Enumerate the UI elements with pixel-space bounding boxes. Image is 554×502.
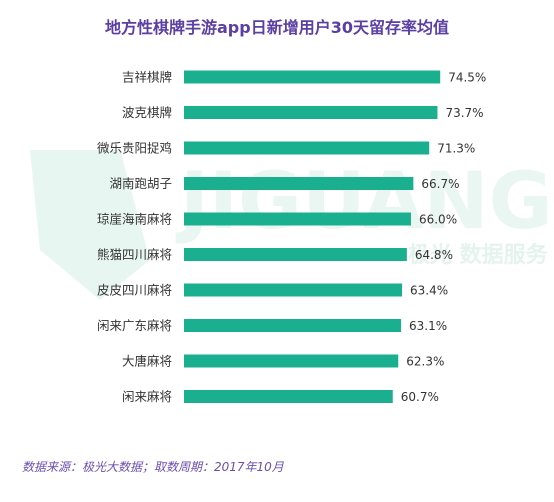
category-label: 大唐麻将 [122,354,172,369]
category-label: 微乐贵阳捉鸡 [97,141,172,156]
bar [184,212,411,226]
chart-title: 地方性棋牌手游app日新增用户30天留存率均值 [105,18,449,37]
bar [184,141,430,155]
data-label: 73.7% [445,106,483,120]
bar [184,106,438,119]
bar [184,283,403,297]
bar [184,319,402,332]
data-label: 64.8% [415,248,453,262]
category-label: 皮皮四川麻将 [97,283,172,298]
category-label: 闲来麻将 [122,389,172,404]
bar [184,354,399,368]
bar [184,248,407,261]
data-label: 62.3% [406,355,444,369]
category-label: 闲来广东麻将 [97,318,172,333]
bar [184,177,414,190]
source-note: 数据来源：极光大数据；取数周期：2017年10月 [22,460,284,474]
data-label: 63.4% [410,284,448,298]
data-label: 71.3% [437,142,475,156]
category-label: 湖南跑胡子 [109,176,172,191]
data-label: 74.5% [448,71,486,85]
data-label: 66.0% [419,213,457,227]
bar [184,390,393,403]
data-label: 63.1% [409,319,447,333]
category-label: 熊猫四川麻将 [97,247,172,262]
data-label: 66.7% [421,177,459,191]
category-label: 波克棋牌 [122,105,172,120]
bar [184,70,441,84]
category-label: 琼崖海南麻将 [97,212,172,227]
category-label: 吉祥棋牌 [122,70,172,85]
data-label: 60.7% [401,390,439,404]
